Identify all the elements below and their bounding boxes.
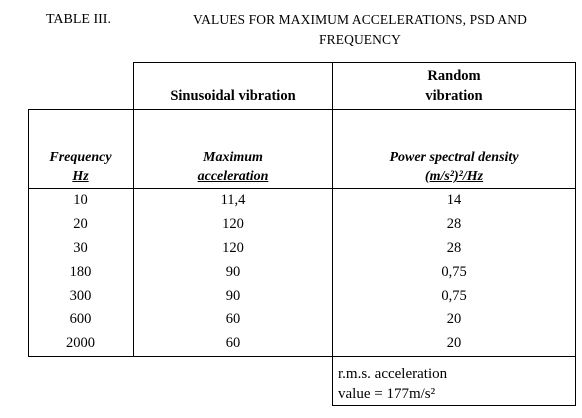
cell-psd: 0,75 — [441, 264, 467, 280]
rule-header — [28, 109, 576, 110]
cell-psd: 20 — [446, 335, 462, 351]
cell-frequency: 180 — [69, 264, 92, 280]
cell-acceleration: 120 — [222, 216, 244, 232]
table-title-line-2: FREQUENCY — [319, 32, 401, 47]
header-frequency: Frequency Hz — [28, 148, 133, 186]
cell-psd: 0,75 — [441, 288, 467, 304]
rule-bottom — [332, 405, 576, 406]
header-sinusoidal: Sinusoidal vibration — [134, 86, 332, 107]
rms-note: r.m.s. acceleration value = 177m/s² — [338, 364, 447, 404]
header-acceleration-line-2: acceleration — [197, 169, 269, 184]
rule-body-bottom — [28, 356, 576, 357]
cell-frequency: 20 — [73, 216, 88, 232]
header-frequency-line-1: Frequency — [49, 150, 112, 165]
header-random: Random vibration — [333, 66, 575, 106]
rule-top — [133, 62, 576, 63]
rule-right — [575, 62, 576, 406]
cell-psd: 20 — [446, 311, 462, 327]
cell-acceleration: 60 — [225, 311, 241, 327]
cell-frequency: 10 — [73, 192, 88, 208]
cell-frequency: 30 — [73, 240, 88, 256]
header-psd: Power spectral density (m/s²)²/Hz — [333, 148, 575, 186]
cell-acceleration: 60 — [225, 335, 241, 351]
table-title: VALUES FOR MAXIMUM ACCELERATIONS, PSD AN… — [164, 10, 556, 50]
cell-acceleration: 11,4 — [220, 192, 246, 208]
header-psd-line-1: Power spectral density — [389, 150, 519, 165]
header-acceleration: Maximum acceleration — [134, 148, 332, 186]
cell-frequency: 600 — [69, 311, 92, 327]
header-sinusoidal-text: Sinusoidal vibration — [170, 88, 296, 104]
rms-note-line-2: value = 177m/s² — [338, 386, 436, 402]
cell-acceleration: 90 — [225, 264, 241, 280]
table-label: TABLE III. — [46, 12, 111, 27]
cell-frequency: 300 — [69, 288, 92, 304]
cell-psd: 28 — [446, 216, 462, 232]
header-psd-line-2: (m/s²)²/Hz — [424, 169, 484, 184]
rms-note-line-1: r.m.s. acceleration — [338, 366, 448, 382]
cell-acceleration: 90 — [225, 288, 241, 304]
cell-psd: 28 — [446, 240, 462, 256]
rule-subheader — [28, 188, 576, 189]
header-random-line-2: vibration — [425, 88, 483, 104]
header-frequency-line-2: Hz — [72, 169, 89, 184]
cell-acceleration: 120 — [222, 240, 244, 256]
header-random-line-1: Random — [427, 68, 481, 84]
cell-psd: 14 — [446, 192, 462, 208]
header-acceleration-line-1: Maximum — [203, 150, 263, 165]
table-title-line-1: VALUES FOR MAXIMUM ACCELERATIONS, PSD AN… — [193, 12, 527, 27]
cell-frequency: 2000 — [66, 335, 95, 351]
